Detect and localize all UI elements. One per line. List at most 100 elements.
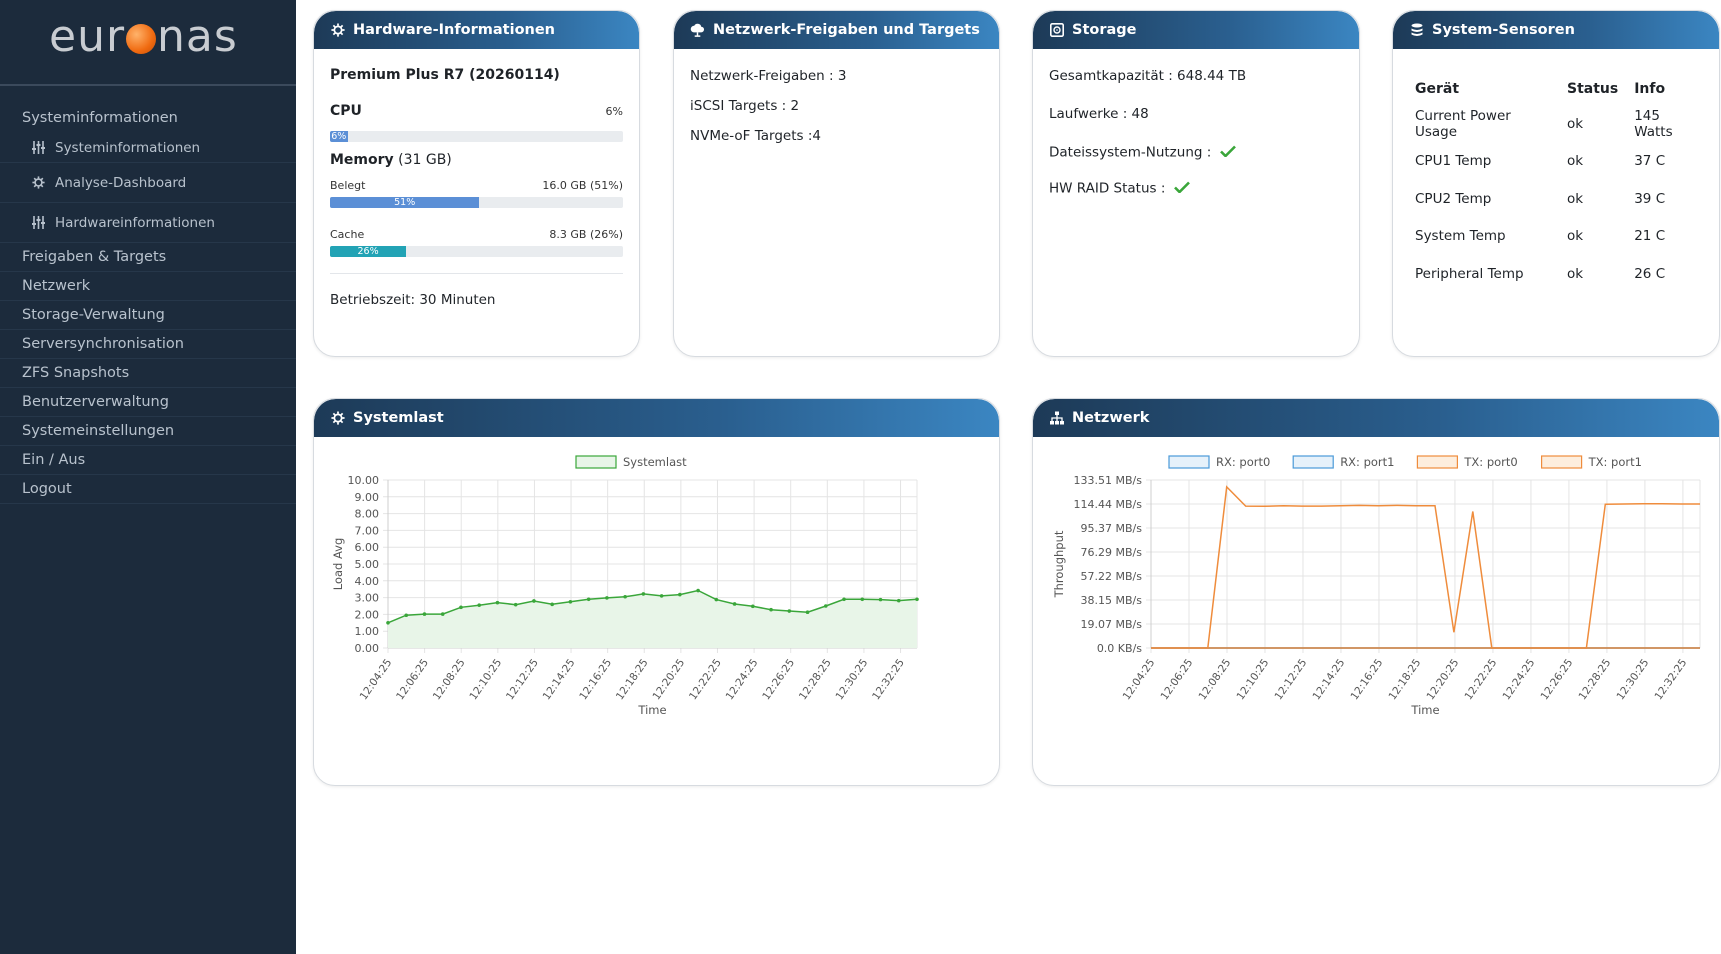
sidebar-item-serversynchronisation[interactable]: Serversynchronisation: [0, 330, 296, 359]
x-tick-label: 12:14:25: [1311, 657, 1348, 703]
filesystem-usage: Dateissystem-Nutzung :: [1049, 145, 1343, 160]
raid-status: HW RAID Status :: [1049, 181, 1343, 196]
x-tick-label: 12:04:25: [1121, 657, 1158, 703]
data-point: [386, 621, 390, 625]
sidebar-item-label: Systeminformationen: [55, 139, 201, 156]
nvmeof-count: NVMe-oF Targets :4: [690, 128, 821, 144]
sidebar-item-freigaben[interactable]: Freigaben & Targets: [0, 243, 296, 272]
sidebar-item-ein-aus[interactable]: Ein / Aus: [0, 446, 296, 475]
systemlast-chart: 10.00 9.00 8.00 7.00 6.00 5.00 4.00 3.00 2.00 1.0…: [331, 455, 919, 717]
sidebar-item-analyse-dashboard[interactable]: Analyse-Dashboard: [0, 163, 296, 203]
x-tick-label: 12:20:25: [1425, 657, 1462, 703]
cloud-icon: [690, 23, 705, 38]
sensor-device: Current Power Usage: [1415, 107, 1511, 140]
series-area-0: [388, 590, 917, 648]
x-tick-label: 12:28:25: [797, 657, 834, 703]
y-tick-label: 57.22 MB/s: [1081, 570, 1143, 583]
gear-icon: [330, 23, 345, 38]
x-tick-label: 12:28:25: [1576, 657, 1613, 703]
sidebar-item-systemeinstellungen[interactable]: Systemeinstellungen: [0, 417, 296, 446]
card-title: Systemlast: [353, 410, 444, 426]
column-header: Info: [1634, 81, 1666, 97]
table-row: Current Power Usage ok 145 Watts: [1415, 105, 1703, 143]
memory-used-bar: 51%: [330, 197, 623, 208]
x-tick-label: 12:32:25: [1652, 657, 1689, 703]
x-tick-label: 12:14:25: [541, 657, 578, 703]
sensor-status: ok: [1567, 115, 1584, 132]
sidebar-item-hardwareinformationen[interactable]: Hardwareinformationen: [0, 203, 296, 243]
systemlast-card: Systemlast 10.00 9.00 8.00 7.00 6.00 5.00 4.00…: [313, 398, 1000, 786]
sensor-info: 39 C: [1634, 190, 1666, 207]
system-sensors-card: System-Sensoren Gerät Status Info Curren…: [1392, 10, 1720, 357]
cpu-value: 6%: [605, 105, 623, 118]
database-icon: [1409, 23, 1424, 38]
memory-used-fill: 51%: [330, 197, 480, 208]
card-title: Storage: [1072, 22, 1137, 38]
column-header: Status: [1567, 81, 1619, 97]
sensor-status: ok: [1567, 228, 1584, 245]
legend-swatch: [575, 455, 617, 469]
x-tick-label: 12:32:25: [870, 657, 907, 703]
data-point: [495, 600, 500, 605]
storage-body: Gesamtkapazität : 648.44 TB Laufwerke : …: [1033, 49, 1359, 212]
sidebar-item-zfs-snapshots[interactable]: ZFS Snapshots: [0, 359, 296, 388]
legend-label: TX: port0: [1463, 455, 1517, 469]
x-tick-label: 12:10:25: [467, 657, 504, 703]
hardware-info-body: Premium Plus R7 (20260114) CPU 6% 6% Mem…: [314, 49, 639, 324]
y-axis-title: Throughput: [1052, 530, 1066, 598]
x-tick-label: 12:12:25: [1273, 657, 1310, 703]
sidebar-item-netzwerk[interactable]: Netzwerk: [0, 272, 296, 301]
x-axis-title: Time: [1410, 703, 1439, 717]
gear-icon: [330, 411, 345, 426]
uptime: Betriebszeit: 30 Minuten: [330, 292, 496, 308]
gear-icon: [31, 176, 45, 190]
sensors-header-row: Gerät Status Info: [1415, 73, 1703, 105]
x-tick-label: 12:24:25: [1501, 657, 1538, 703]
sidebar-group-systeminformationen[interactable]: Systeminformationen: [22, 110, 178, 126]
data-point: [696, 588, 700, 593]
data-point: [659, 594, 664, 598]
sidebar-item-storage-verwaltung[interactable]: Storage-Verwaltung: [0, 301, 296, 330]
memory-used-label: Belegt: [330, 179, 366, 192]
iscsi-count: iSCSI Targets : 2: [690, 98, 800, 114]
x-tick-label: 12:20:25: [650, 657, 687, 703]
x-tick-label: 12:30:25: [1614, 657, 1651, 703]
y-tick-label: 114.44 MB/s: [1074, 498, 1143, 511]
y-tick-label: 10.00: [348, 474, 380, 487]
y-tick-label: 133.51 MB/s: [1074, 474, 1143, 487]
y-tick-label: 19.07 MB/s: [1081, 618, 1143, 631]
x-tick-label: 12:16:25: [577, 657, 614, 703]
sensor-device: Peripheral Temp: [1415, 265, 1524, 282]
logo-text-suffix: nas: [157, 11, 238, 62]
data-point: [823, 604, 828, 608]
data-point: [714, 597, 719, 602]
column-header: Gerät: [1415, 81, 1460, 97]
card-title: System-Sensoren: [1432, 22, 1575, 38]
sidebar-item-benutzerverwaltung[interactable]: Benutzerverwaltung: [0, 388, 296, 417]
y-tick-label: 5.00: [355, 558, 380, 571]
memory-label: Memory: [330, 152, 394, 168]
x-tick-label: 12:08:25: [1197, 657, 1234, 703]
data-point: [586, 597, 591, 602]
hardware-info-header: Hardware-Informationen: [314, 11, 639, 49]
systemlast-header: Systemlast: [314, 399, 999, 437]
data-point: [805, 610, 810, 615]
data-point: [915, 597, 919, 602]
table-row: CPU1 Temp ok 37 C: [1415, 143, 1703, 181]
euronas-logo[interactable]: eur nas: [49, 12, 249, 62]
raid-status-label: HW RAID Status :: [1049, 180, 1166, 197]
sidebar-item-systeminformationen[interactable]: Systeminformationen: [0, 133, 296, 163]
x-tick-label: 12:10:25: [1235, 657, 1272, 703]
x-tick-label: 12:26:25: [1538, 657, 1575, 703]
sidebar-item-logout[interactable]: Logout: [0, 475, 296, 504]
data-point: [550, 602, 554, 607]
x-tick-label: 12:22:25: [1463, 657, 1500, 703]
network-shares-body: Netzwerk-Freigaben : 3 iSCSI Targets : 2…: [674, 49, 999, 159]
x-tick-label: 12:16:25: [1349, 657, 1386, 703]
data-point: [422, 612, 427, 616]
y-tick-label: 95.37 MB/s: [1081, 522, 1143, 535]
x-tick-label: 12:12:25: [504, 657, 541, 703]
sidebar-item-label: Hardwareinformationen: [55, 214, 215, 231]
y-tick-label: 1.00: [355, 625, 380, 638]
table-row: Peripheral Temp ok 26 C: [1415, 255, 1703, 293]
